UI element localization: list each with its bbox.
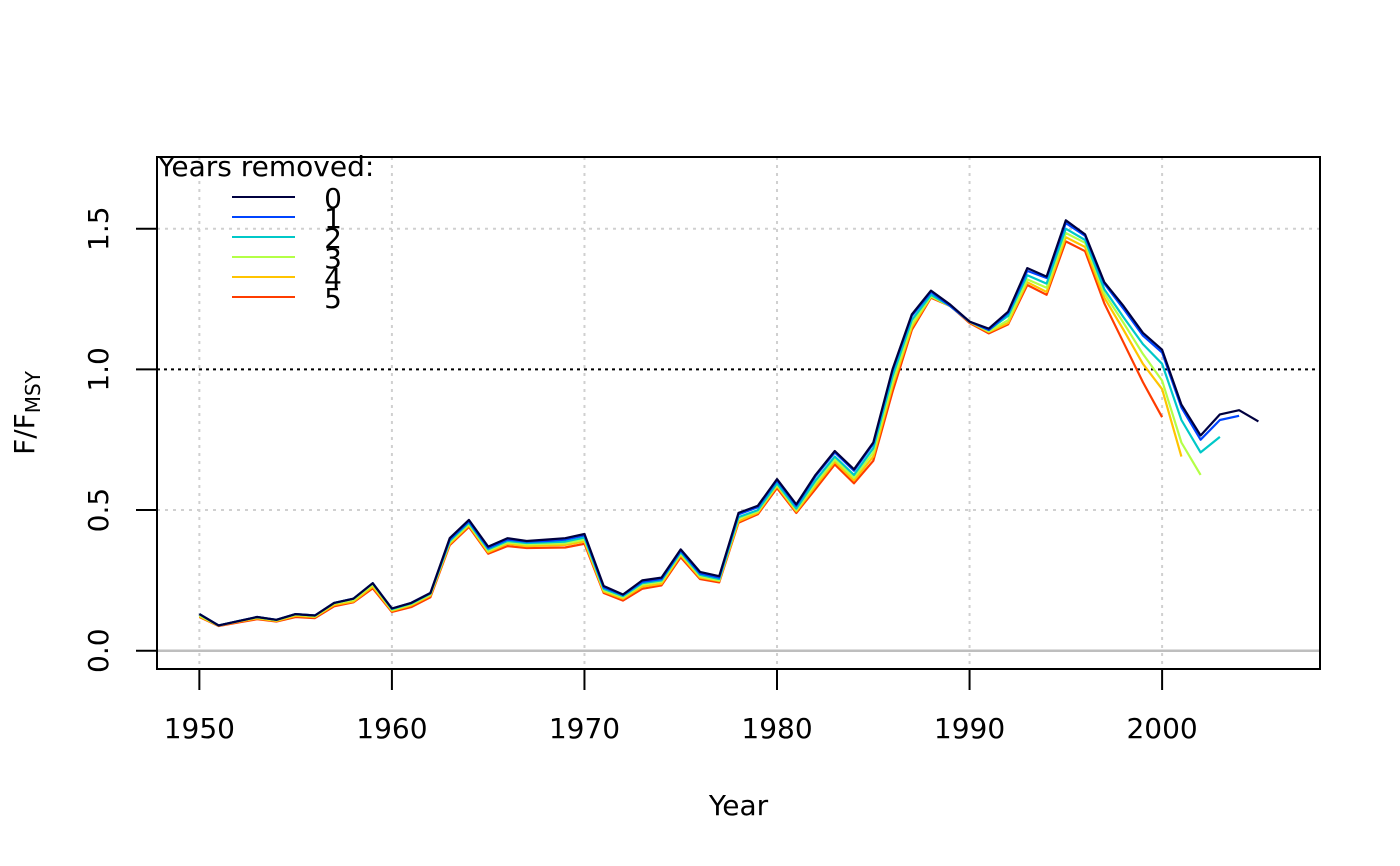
series-lines <box>198 219 1259 628</box>
legend-label-2: 2 <box>324 222 342 255</box>
grid-lines <box>157 157 1320 669</box>
reference-lines <box>157 368 1320 652</box>
x-tick-label: 1990 <box>934 712 1005 745</box>
series-line-1 <box>198 222 1240 627</box>
y-tick-label: 1.5 <box>82 206 115 251</box>
legend-label-0: 0 <box>324 182 342 215</box>
x-tick-label: 1980 <box>741 712 812 745</box>
legend-label-1: 1 <box>324 202 342 235</box>
x-axis: 1950 1960 1970 1980 1990 2000 <box>164 668 1198 745</box>
y-axis-title-main: F/F <box>8 413 41 455</box>
y-tick-label: 0.0 <box>82 628 115 673</box>
series-line-0 <box>198 219 1259 627</box>
y-tick-label: 0.5 <box>82 488 115 533</box>
legend-label-3: 3 <box>324 242 342 275</box>
legend-label-5: 5 <box>324 282 342 315</box>
y-axis-title-subscript: MSY <box>21 370 45 413</box>
y-axis-title: F/FMSY <box>8 370 45 455</box>
series-line-2 <box>198 227 1221 627</box>
x-tick-label: 2000 <box>1126 712 1197 745</box>
x-axis-title: Year <box>708 789 769 822</box>
series-line-3 <box>198 231 1202 627</box>
x-tick-label: 1960 <box>356 712 427 745</box>
legend-title: Years removed: <box>157 150 374 183</box>
legend-label-4: 4 <box>324 262 342 295</box>
x-tick-label: 1970 <box>549 712 620 745</box>
series-line-4 <box>198 236 1183 627</box>
x-tick-label: 1950 <box>164 712 235 745</box>
y-axis: 0.0 0.5 1.0 1.5 <box>82 206 157 673</box>
y-tick-label: 1.0 <box>82 347 115 392</box>
